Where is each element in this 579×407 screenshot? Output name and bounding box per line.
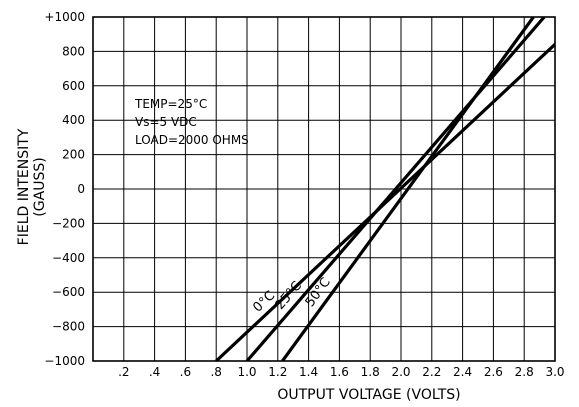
annotation-box: TEMP=25°C Vs=5 VDC LOAD=2000 OHMS (134, 97, 249, 147)
x-axis-label: OUTPUT VOLTAGE (VOLTS) (277, 387, 460, 403)
x-tick-label: 1.4 (299, 365, 318, 379)
annotation-line: TEMP=25°C (134, 97, 207, 111)
x-tick-label: 1.8 (361, 365, 380, 379)
x-tick-label: 1.6 (330, 365, 349, 379)
y-axis-label: FIELD INTENSITY (16, 128, 32, 245)
series-line (281, 17, 535, 361)
x-tick-label: 2.2 (422, 365, 441, 379)
y-tick-label: 400 (62, 113, 85, 127)
x-tick-label: 2.8 (515, 365, 534, 379)
y-tick-label: −800 (52, 320, 85, 334)
y-tick-label: 0 (77, 182, 85, 196)
grid (93, 16, 556, 362)
plot-frame (92, 16, 556, 362)
x-tick-label: 2.6 (484, 365, 503, 379)
x-tick-label: .4 (149, 365, 160, 379)
x-tick-labels: .2 .4 .6 .8 1.0 1.2 1.4 1.6 1.8 2.0 2.2 2.4 2.6 2.8 3.… (118, 365, 564, 379)
y-tick-label: −400 (52, 251, 85, 265)
y-tick-label: 200 (62, 148, 85, 162)
y-tick-labels: +1000 800 600 400 200 0 −200 −400 −600 −800 −1000 (44, 10, 85, 368)
x-tick-label: 3.0 (545, 365, 564, 379)
y-tick-label: −600 (52, 285, 85, 299)
annotation-line: LOAD=2000 OHMS (135, 133, 249, 147)
series-line (215, 42, 555, 361)
x-tick-label: .8 (210, 365, 221, 379)
y-tick-label: 800 (62, 44, 85, 58)
y-tick-label: −200 (52, 216, 85, 230)
x-tick-label: .6 (180, 365, 191, 379)
x-tick-label: .2 (118, 365, 129, 379)
x-tick-label: 1.2 (268, 365, 287, 379)
y-tick-label: +1000 (44, 10, 85, 24)
x-tick-label: 2.0 (391, 365, 410, 379)
y-axis-unit: (GAUSS) (32, 157, 48, 216)
x-tick-label: 1.0 (237, 365, 256, 379)
series-layer (215, 17, 555, 361)
y-tick-label: 600 (62, 79, 85, 93)
y-tick-label: −1000 (44, 354, 85, 368)
annotation-line: Vs=5 VDC (135, 115, 197, 129)
x-tick-label: 2.4 (453, 365, 472, 379)
series-line (245, 17, 546, 361)
